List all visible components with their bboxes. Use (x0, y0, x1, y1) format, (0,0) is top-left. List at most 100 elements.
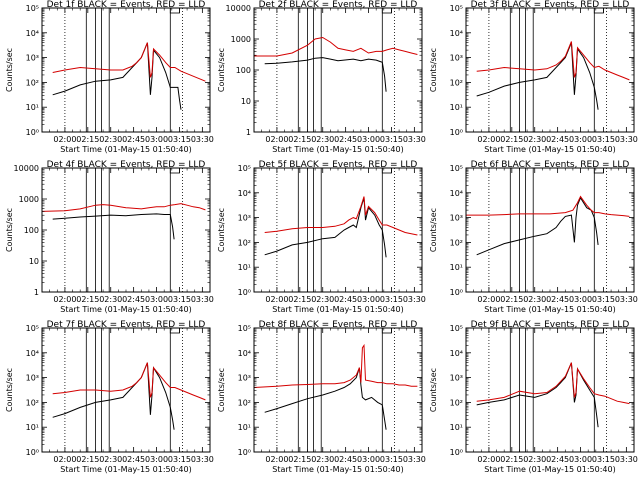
x-tick-label: 02:00 (265, 135, 288, 144)
x-tick-label: 02:45 (122, 455, 145, 464)
y-tick-label: 10³ (450, 54, 463, 63)
x-tick-label: 03:15 (380, 295, 403, 304)
x-tick-label: 03:30 (403, 135, 426, 144)
y-tick-label: 100 (236, 66, 251, 75)
x-tick-label: 03:00 (357, 295, 380, 304)
y-tick-label: 10⁰ (450, 448, 463, 457)
y-tick-label: 10¹ (238, 263, 251, 272)
x-axis-label: Start Time (01-May-15 01:50:40) (484, 145, 615, 154)
series-line-lld (52, 42, 206, 82)
plot-frame (253, 7, 423, 133)
y-tick-label: 10⁰ (26, 448, 39, 457)
y-tick-label: 10³ (238, 374, 251, 383)
panel-det-7: Det 7f BLACK = Events, RED = LLD 10⁰ 10¹ 10… (5, 320, 214, 474)
x-tick-label: 02:30 (99, 455, 122, 464)
panel-det-3: Det 3f BLACK = Events, RED = LLD 10⁰ 10¹ 10… (429, 0, 638, 154)
x-tick-label: 02:45 (546, 295, 569, 304)
series-line-events (476, 196, 599, 256)
x-tick-label: 03:30 (615, 295, 638, 304)
y-axis-label: Counts/sec (429, 208, 438, 252)
x-tick-label: 03:00 (357, 455, 380, 464)
x-tick-label: 02:45 (122, 135, 145, 144)
x-axis-label: Start Time (01-May-15 01:50:40) (484, 465, 615, 474)
x-tick-label: 03:15 (380, 135, 403, 144)
y-tick-label: 10⁰ (450, 288, 463, 297)
x-tick-label: 03:00 (145, 455, 168, 464)
x-tick-label: 02:15 (500, 135, 523, 144)
y-tick-label: 10⁰ (450, 128, 463, 137)
y-tick-label: 10⁴ (450, 349, 463, 358)
y-tick-label: 100 (24, 226, 39, 235)
y-tick-label: 10⁵ (26, 4, 39, 13)
y-tick-label: 10⁵ (238, 164, 251, 173)
panel-det-9: Det 9f BLACK = Events, RED = LLD 10⁰ 10¹ 10… (429, 320, 638, 474)
x-tick-label: 03:30 (191, 455, 214, 464)
x-tick-label: 02:00 (53, 295, 76, 304)
x-axis-label: Start Time (01-May-15 01:50:40) (484, 305, 615, 314)
x-tick-label: 03:30 (615, 455, 638, 464)
series-line-lld (476, 362, 630, 405)
plot-frame (41, 167, 211, 293)
x-tick-label: 03:00 (569, 135, 592, 144)
y-axis-label: Counts/sec (429, 368, 438, 412)
panel-title: Det 1f BLACK = Events, RED = LLD (47, 0, 206, 10)
y-tick-label: 10³ (450, 214, 463, 223)
y-tick-label: 10⁴ (450, 29, 463, 38)
y-axis-label: Counts/sec (217, 48, 226, 92)
x-tick-label: 02:00 (477, 135, 500, 144)
x-tick-label: 03:15 (592, 455, 615, 464)
x-tick-label: 03:00 (145, 295, 168, 304)
y-tick-label: 1 (246, 128, 251, 137)
y-tick-label: 10³ (450, 374, 463, 383)
x-tick-label: 02:15 (288, 455, 311, 464)
y-tick-label: 10² (26, 398, 39, 407)
y-tick-label: 10¹ (450, 263, 463, 272)
x-tick-label: 03:00 (357, 135, 380, 144)
x-tick-label: 02:30 (99, 295, 122, 304)
x-tick-label: 02:00 (265, 455, 288, 464)
y-tick-label: 10⁵ (450, 324, 463, 333)
x-axis-label: Start Time (01-May-15 01:50:40) (60, 145, 191, 154)
x-tick-label: 02:15 (76, 135, 99, 144)
series-line-events (264, 367, 387, 430)
y-axis-label: Counts/sec (429, 48, 438, 92)
series-line-lld (254, 36, 418, 57)
x-tick-label: 02:30 (99, 135, 122, 144)
x-tick-label: 03:15 (592, 135, 615, 144)
y-tick-label: 10⁰ (238, 448, 251, 457)
x-tick-label: 02:15 (288, 295, 311, 304)
plot-frame (253, 167, 423, 293)
series-line-events (476, 42, 599, 110)
x-tick-label: 03:30 (403, 295, 426, 304)
panel-title: Det 2f BLACK = Events, RED = LLD (259, 0, 418, 10)
series-line-lld (466, 195, 630, 217)
y-tick-label: 10⁴ (450, 189, 463, 198)
y-tick-label: 10³ (26, 54, 39, 63)
y-tick-label: 10² (238, 238, 251, 247)
x-tick-label: 02:30 (523, 295, 546, 304)
x-tick-label: 03:00 (569, 295, 592, 304)
y-tick-label: 10³ (238, 214, 251, 223)
y-tick-label: 1000 (19, 195, 39, 204)
x-tick-label: 03:30 (191, 295, 214, 304)
y-tick-label: 10⁴ (26, 349, 39, 358)
x-tick-label: 03:00 (145, 135, 168, 144)
y-tick-label: 10² (450, 78, 463, 87)
x-tick-label: 02:45 (546, 135, 569, 144)
series-line-lld (42, 203, 206, 212)
x-tick-label: 03:00 (569, 455, 592, 464)
x-tick-label: 02:15 (500, 455, 523, 464)
panel-title: Det 7f BLACK = Events, RED = LLD (47, 320, 206, 330)
x-tick-label: 02:15 (288, 135, 311, 144)
panel-title: Det 8f BLACK = Events, RED = LLD (259, 320, 418, 330)
y-tick-label: 10¹ (26, 423, 39, 432)
x-axis-label: Start Time (01-May-15 01:50:40) (272, 465, 403, 474)
y-tick-label: 10⁵ (450, 164, 463, 173)
y-tick-label: 10¹ (238, 423, 251, 432)
x-tick-label: 02:15 (500, 295, 523, 304)
panel-det-5: Det 5f BLACK = Events, RED = LLD 10⁰ 10¹ 10… (217, 160, 426, 314)
x-tick-label: 02:30 (311, 455, 334, 464)
x-tick-label: 02:30 (311, 295, 334, 304)
y-tick-label: 10⁰ (238, 288, 251, 297)
y-tick-label: 10² (26, 78, 39, 87)
